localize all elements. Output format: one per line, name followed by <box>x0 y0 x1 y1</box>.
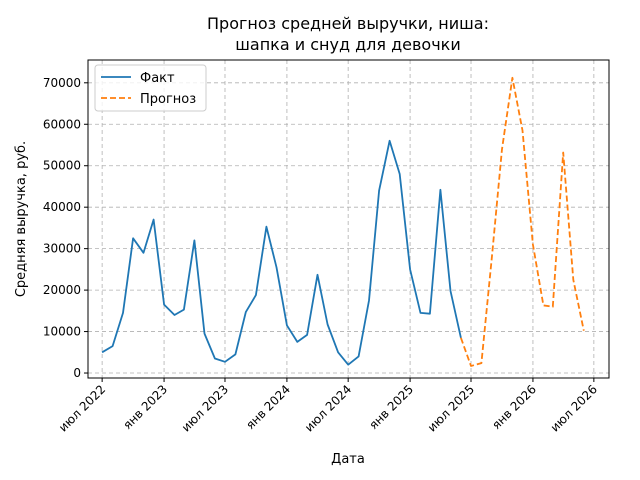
y-axis-label: Средняя выручка, руб. <box>14 141 29 297</box>
series-line-forecast <box>460 76 585 367</box>
x-axis-ticks: июл 2022 янв 2023 июл 2023 янв 2024 июл 2024… <box>56 378 600 435</box>
grid <box>88 60 609 378</box>
x-tick-label: июл 2023 <box>179 382 231 434</box>
y-tick-label: 50000 <box>43 159 81 173</box>
y-tick-label: 10000 <box>43 325 81 339</box>
y-tick-label: 0 <box>73 366 81 380</box>
x-tick-label: янв 2023 <box>120 382 170 432</box>
legend: Факт Прогноз <box>94 64 207 112</box>
legend-label-forecast: Прогноз <box>140 92 196 107</box>
x-tick-label: июл 2024 <box>302 382 354 434</box>
y-axis-ticks: 0 10000 20000 30000 40000 50000 60000 70000 <box>43 76 88 380</box>
y-tick-label: 60000 <box>43 117 81 131</box>
y-tick-label: 20000 <box>43 283 81 297</box>
x-tick-label: июл 2022 <box>56 382 108 434</box>
x-tick-label: янв 2026 <box>489 382 539 432</box>
y-tick-label: 40000 <box>43 200 81 214</box>
x-tick-label: янв 2025 <box>366 382 416 432</box>
series-line-fact <box>101 139 462 366</box>
x-tick-label: июл 2026 <box>548 382 600 434</box>
y-tick-label: 70000 <box>43 76 81 90</box>
chart-title-line-2: шапка и снуд для девочки <box>235 35 460 54</box>
x-axis-label: Дата <box>331 452 365 467</box>
x-tick-label: июл 2025 <box>425 382 477 434</box>
series-layer <box>101 76 585 367</box>
y-tick-label: 30000 <box>43 242 81 256</box>
legend-label-fact: Факт <box>140 71 175 86</box>
x-tick-label: янв 2024 <box>243 382 293 432</box>
chart-title-line-1: Прогноз средней выручки, ниша: <box>207 14 489 33</box>
